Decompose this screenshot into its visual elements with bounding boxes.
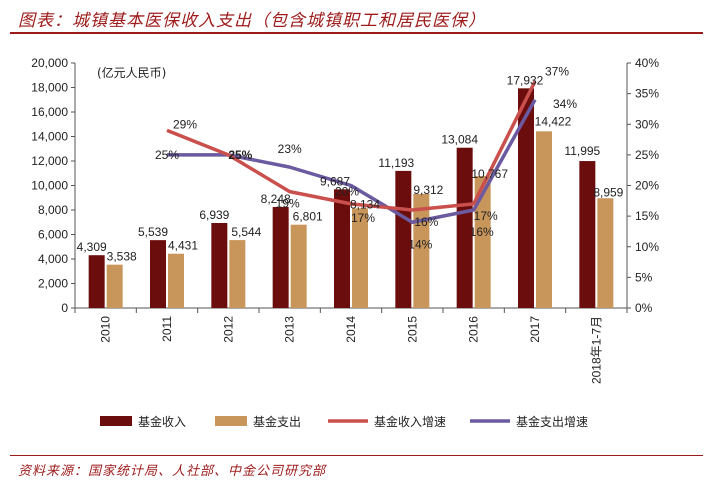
income-bar-label: 13,084: [441, 133, 478, 147]
y-left-tick-label: 10,000: [31, 179, 68, 193]
income-bar: [150, 240, 166, 308]
income-growth-label: 19%: [276, 197, 300, 211]
x-tick-label: 2013: [283, 316, 297, 343]
income-bar: [88, 255, 105, 308]
y-right-tick-label: 25%: [635, 148, 659, 162]
expense-bar-label: 9,312: [413, 183, 443, 197]
y-right-tick-label: 15%: [635, 209, 659, 223]
plot-area: 0 2,000 4,000 6,000 8,000 10,000 12,000 14,000 1…: [31, 56, 659, 429]
y-left-tick-label: 8,000: [38, 203, 68, 217]
income-growth-label: 17%: [351, 211, 375, 225]
expense-growth-label: 25%: [228, 148, 252, 162]
income-bar: [395, 170, 412, 308]
y-right-tick-label: 10%: [635, 240, 659, 254]
legend-expense-growth-label: 基金支出增速: [516, 414, 588, 429]
y-right-tick-label: 0%: [635, 301, 653, 315]
y-left-tick-label: 12,000: [31, 154, 68, 168]
expense-bar-label: 8,959: [593, 185, 623, 199]
expense-bar: [168, 253, 184, 308]
y-left-tick-label: 14,000: [31, 130, 68, 144]
x-tick-label: 2012: [221, 316, 235, 343]
source-rule: [10, 455, 703, 456]
legend-income-label: 基金收入: [138, 414, 186, 429]
x-tick-label: 2014: [344, 316, 358, 343]
x-tick-label: 2016: [467, 316, 481, 343]
income-bar-label: 11,193: [378, 156, 414, 170]
income-bar-label: 6,939: [199, 208, 229, 222]
legend-income-swatch: [100, 416, 132, 426]
income-bar: [211, 222, 228, 308]
y-right-tick-label: 20%: [635, 179, 659, 193]
expense-bar-label: 10,767: [471, 167, 508, 181]
expense-bar-label: 8,134: [350, 197, 380, 211]
y-left-tick-label: 20,000: [31, 56, 68, 70]
y-right-tick-label: 35%: [635, 87, 659, 101]
expense-bar: [474, 176, 491, 308]
income-bar: [272, 206, 289, 308]
expense-bar: [229, 240, 246, 308]
expense-growth-label: 25%: [155, 148, 179, 162]
expense-bar: [290, 224, 307, 308]
y-left-tick-label: 4,000: [38, 252, 68, 266]
expense-growth-label: 20%: [335, 185, 359, 199]
expense-growth-label: 16%: [470, 225, 494, 239]
x-tick-label: 2015: [405, 316, 419, 343]
x-tick-label: 2010: [99, 316, 113, 343]
income-bar-label: 8,248: [261, 192, 291, 206]
chart: 0 2,000 4,000 6,000 8,000 10,000 12,000 14,000 1…: [31, 56, 659, 429]
income-growth-label: 16%: [414, 215, 438, 229]
y-left-tick-label: 0: [61, 301, 68, 315]
expense-growth-label: 23%: [278, 142, 302, 156]
income-bar: [518, 88, 534, 308]
y-left-tick-label: 16,000: [31, 105, 68, 119]
expense-bar-label: 14,422: [535, 114, 572, 128]
income-bar-label: 11,995: [564, 144, 600, 158]
expense-bar: [106, 264, 123, 308]
expense-bar: [536, 131, 552, 308]
income-bar-label: 17,932: [507, 73, 544, 87]
y-right-tick-label: 5%: [635, 270, 653, 284]
source-note: 资料来源：国家统计局、人社部、中金公司研究部: [18, 464, 327, 479]
income-growth-label: 37%: [545, 64, 569, 78]
y-left-tick-label: 18,000: [31, 81, 68, 95]
expense-growth-label: 34%: [553, 97, 577, 111]
income-bar-label: 9,687: [320, 174, 350, 188]
income-bar: [334, 189, 350, 308]
y-left-tick-label: 6,000: [38, 228, 68, 242]
y-left-tick-label: 2,000: [38, 277, 68, 291]
x-tick-label: 2011: [160, 316, 174, 342]
income-bar: [579, 161, 596, 308]
y-right-tick-label: 30%: [635, 117, 659, 131]
expense-bar-label: 4,431: [168, 239, 198, 253]
chart-title: 图表：城镇基本医保收入支出（包含城镇职工和居民医保）: [18, 11, 486, 31]
title-rule: [10, 32, 703, 34]
unit-label: (亿元人民币): [97, 65, 166, 80]
legend-expense-label: 基金支出: [253, 414, 301, 429]
income-bar-label: 5,539: [138, 225, 168, 239]
expense-bar: [597, 198, 614, 308]
income-growth-label: 29%: [173, 117, 197, 131]
income-growth-label: 17%: [474, 209, 498, 223]
legend-income-growth-label: 基金收入增速: [374, 414, 446, 429]
expense-bar-label: 3,538: [107, 250, 137, 264]
income-bar-label: 4,309: [77, 240, 107, 254]
y-right-tick-label: 40%: [635, 56, 659, 70]
legend-expense-swatch: [215, 416, 247, 426]
expense-bar: [352, 208, 368, 308]
expense-growth-label: 14%: [408, 237, 432, 251]
x-tick-label: 2018年1-7月: [589, 316, 603, 384]
x-tick-label: 2017: [528, 316, 542, 343]
expense-bar-label: 6,801: [293, 210, 323, 224]
income-growth-line: [166, 80, 537, 212]
expense-bar-label: 5,544: [231, 225, 261, 239]
income-bar: [456, 147, 473, 308]
